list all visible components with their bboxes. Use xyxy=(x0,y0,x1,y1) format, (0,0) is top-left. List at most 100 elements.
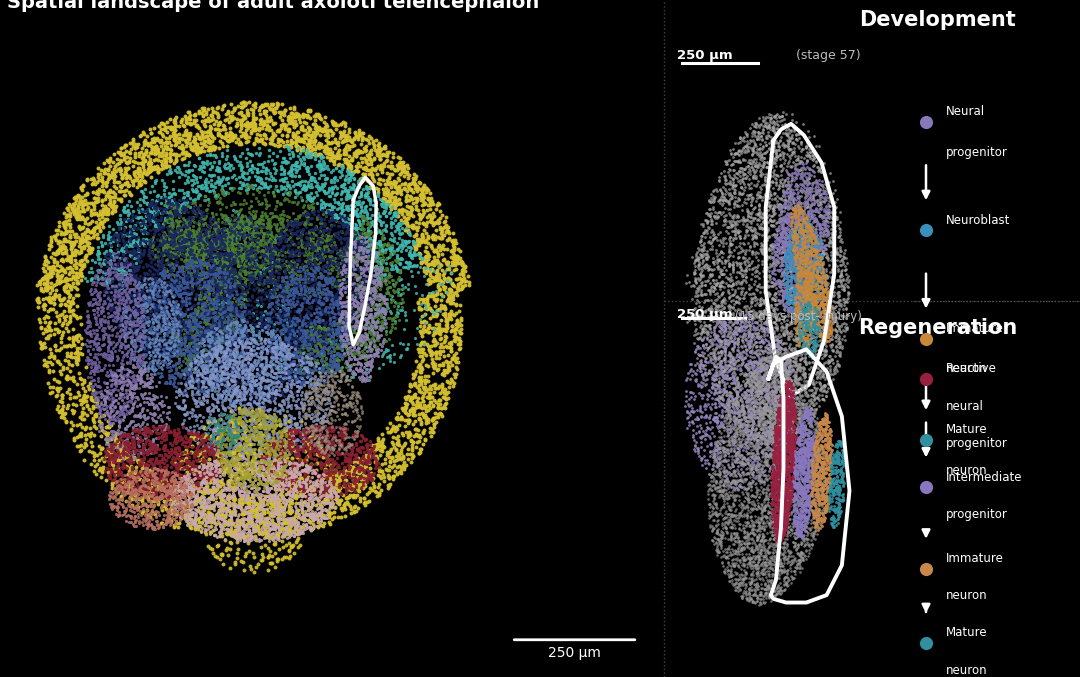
Point xyxy=(272,339,289,350)
Point xyxy=(173,261,190,271)
Point xyxy=(353,456,370,467)
Point xyxy=(361,470,378,481)
Point xyxy=(343,467,361,478)
Point xyxy=(310,424,327,435)
Point xyxy=(784,234,801,244)
Point xyxy=(804,213,821,223)
Point xyxy=(694,334,712,345)
Point xyxy=(264,231,281,242)
Point xyxy=(140,477,158,487)
Point xyxy=(219,308,237,319)
Point xyxy=(342,155,360,166)
Point xyxy=(768,534,785,545)
Point xyxy=(734,320,752,331)
Point xyxy=(740,386,757,397)
Point xyxy=(188,490,205,501)
Point xyxy=(203,322,220,333)
Point xyxy=(163,198,180,209)
Point xyxy=(745,377,762,388)
Point xyxy=(809,515,826,525)
Point xyxy=(793,212,810,223)
Point xyxy=(433,209,450,220)
Point xyxy=(150,261,167,271)
Point xyxy=(268,450,285,461)
Point xyxy=(318,358,335,369)
Point xyxy=(58,348,76,359)
Point xyxy=(291,460,308,471)
Point xyxy=(199,433,216,443)
Point xyxy=(757,430,774,441)
Point xyxy=(235,305,253,316)
Point xyxy=(285,301,302,311)
Point xyxy=(359,182,376,193)
Point xyxy=(718,387,735,398)
Point xyxy=(107,414,124,425)
Point xyxy=(769,398,786,409)
Point xyxy=(281,471,298,481)
Point xyxy=(704,268,721,279)
Point xyxy=(342,210,360,221)
Point xyxy=(765,431,782,441)
Point xyxy=(717,350,734,361)
Point xyxy=(284,326,301,336)
Point xyxy=(332,430,349,441)
Point xyxy=(750,556,767,567)
Point xyxy=(257,248,274,259)
Point xyxy=(150,297,167,307)
Point xyxy=(374,234,391,244)
Point xyxy=(29,297,46,307)
Point xyxy=(314,490,332,501)
Point xyxy=(702,307,719,318)
Point xyxy=(137,349,154,360)
Point xyxy=(177,487,194,498)
Point xyxy=(299,343,316,353)
Point xyxy=(159,225,176,236)
Point xyxy=(348,240,365,251)
Point xyxy=(833,465,850,476)
Point xyxy=(420,250,437,261)
Point xyxy=(768,466,785,477)
Point xyxy=(788,512,806,523)
Point xyxy=(802,254,820,265)
Point xyxy=(152,155,170,166)
Point xyxy=(783,255,800,265)
Point xyxy=(447,308,464,319)
Point xyxy=(221,349,239,359)
Point xyxy=(242,239,259,250)
Point xyxy=(243,245,260,256)
Point xyxy=(369,257,387,268)
Point xyxy=(738,349,755,360)
Point xyxy=(327,313,345,324)
Point xyxy=(693,422,711,433)
Point xyxy=(252,173,269,183)
Point xyxy=(760,588,778,598)
Point xyxy=(273,261,291,271)
Point xyxy=(341,282,359,293)
Point xyxy=(313,487,330,498)
Point xyxy=(295,479,312,490)
Point xyxy=(170,261,187,272)
Point xyxy=(688,248,705,259)
Point xyxy=(289,344,307,355)
Point xyxy=(740,190,757,200)
Point xyxy=(329,374,347,385)
Point xyxy=(288,386,306,397)
Point xyxy=(770,375,787,386)
Point xyxy=(366,453,383,464)
Point xyxy=(353,329,370,340)
Point xyxy=(819,317,836,328)
Point xyxy=(413,310,430,321)
Point xyxy=(49,266,66,277)
Point xyxy=(346,294,363,305)
Point xyxy=(205,456,222,467)
Point xyxy=(777,517,794,528)
Point xyxy=(339,242,356,253)
Point xyxy=(174,492,191,502)
Point xyxy=(797,230,814,240)
Point xyxy=(242,248,259,259)
Point xyxy=(302,463,320,474)
Point xyxy=(301,343,319,353)
Point xyxy=(785,494,802,505)
Point xyxy=(820,322,837,332)
Point xyxy=(279,518,296,529)
